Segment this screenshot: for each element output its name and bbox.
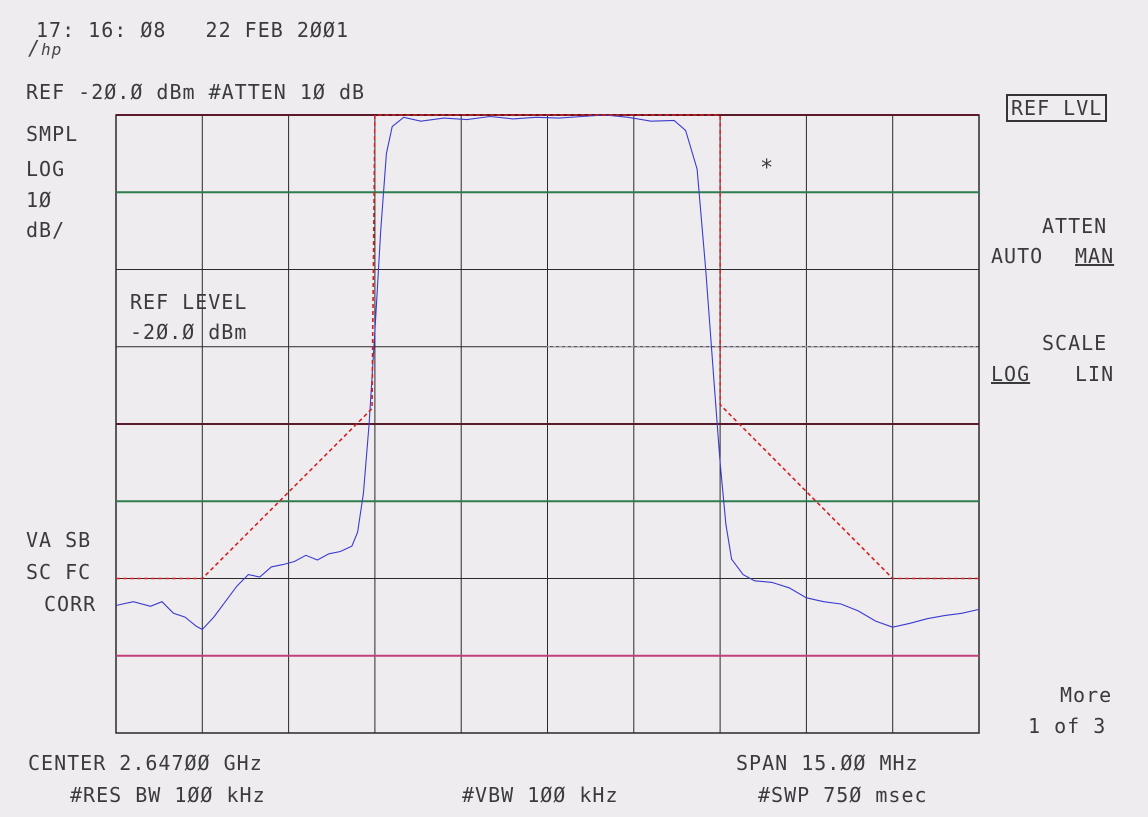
softkey-scale-lin: LIN [1075, 362, 1115, 386]
corr-label: CORR [44, 592, 97, 616]
scale-unit-label: dB/ [26, 218, 66, 242]
softkey-page-label: 1 of 3 [1028, 714, 1107, 738]
softkey-ref-lvl[interactable]: REF LVL [1006, 94, 1108, 122]
marker-asterisk: * [760, 156, 775, 181]
span: SPAN 15.ØØ MHz [736, 751, 919, 775]
active-function-label: REF LEVEL [130, 290, 248, 314]
hp-logo: /hp [28, 36, 63, 60]
sc-fc-label: SC FC [26, 560, 92, 584]
softkey-atten-label: ATTEN [1042, 214, 1108, 238]
spectrum-trace [115, 114, 980, 631]
active-function-value: -2Ø.Ø dBm [130, 320, 248, 344]
ref-attenuation-line: REF -2Ø.Ø dBm #ATTEN 1Ø dB [26, 80, 366, 104]
scale-type-label: LOG [26, 157, 66, 181]
softkey-atten-auto: AUTO [991, 244, 1044, 268]
softkey-scale-log: LOG [991, 362, 1031, 386]
softkey-scale-label: SCALE [1042, 331, 1108, 355]
limit-mask-line [116, 114, 979, 580]
center-frequency: CENTER 2.647ØØ GHz [28, 751, 263, 775]
scale-value-label: 1Ø [26, 188, 53, 212]
detector-label: SMPL [26, 122, 79, 146]
timestamp: 17: 16: Ø8 22 FEB 2ØØ1 [36, 18, 349, 42]
va-sb-label: VA SB [26, 528, 92, 552]
softkey-atten-man: MAN [1075, 244, 1115, 268]
softkey-more-label: More [1060, 683, 1113, 707]
video-bandwidth: #VBW 1ØØ kHz [462, 783, 619, 807]
sweep-time: #SWP 75Ø msec [758, 783, 928, 807]
resolution-bandwidth: #RES BW 1ØØ kHz [70, 783, 266, 807]
